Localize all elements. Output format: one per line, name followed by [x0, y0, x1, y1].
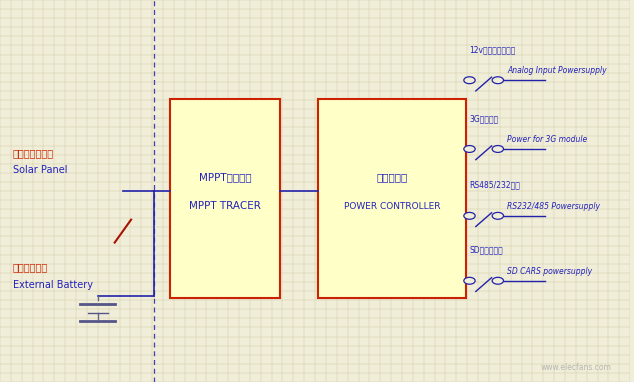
Circle shape	[464, 146, 475, 152]
Circle shape	[464, 277, 475, 284]
Text: MPPT TRACER: MPPT TRACER	[190, 201, 261, 211]
Circle shape	[464, 77, 475, 84]
Text: 接太阳能电池板: 接太阳能电池板	[13, 148, 54, 158]
Text: RS485/232电源: RS485/232电源	[470, 181, 521, 190]
Circle shape	[492, 212, 503, 219]
Circle shape	[492, 146, 503, 152]
Circle shape	[492, 277, 503, 284]
Text: RS232/485 Powersupply: RS232/485 Powersupply	[507, 202, 600, 211]
Text: www.elecfans.com: www.elecfans.com	[540, 363, 611, 372]
Text: SD存储卡电源: SD存储卡电源	[470, 246, 503, 255]
Bar	[170, 99, 280, 298]
Text: 电源控制器: 电源控制器	[377, 173, 408, 183]
Text: Solar Panel: Solar Panel	[13, 165, 67, 175]
Text: Power for 3G module: Power for 3G module	[507, 135, 588, 144]
Text: External Battery: External Battery	[13, 280, 93, 290]
Text: Analog Input Powersupply: Analog Input Powersupply	[507, 66, 607, 75]
Bar	[318, 99, 467, 298]
Text: MPPT跟踪电路: MPPT跟踪电路	[199, 173, 252, 183]
Text: POWER CONTROLLER: POWER CONTROLLER	[344, 202, 440, 211]
Circle shape	[464, 212, 475, 219]
Text: SD CARS powersupply: SD CARS powersupply	[507, 267, 592, 276]
Text: 3G通信电源: 3G通信电源	[470, 114, 499, 123]
Text: 12v模拟量输入电源: 12v模拟量输入电源	[470, 45, 516, 54]
Text: 外接充电电池: 外接充电电池	[13, 262, 48, 272]
Circle shape	[492, 77, 503, 84]
